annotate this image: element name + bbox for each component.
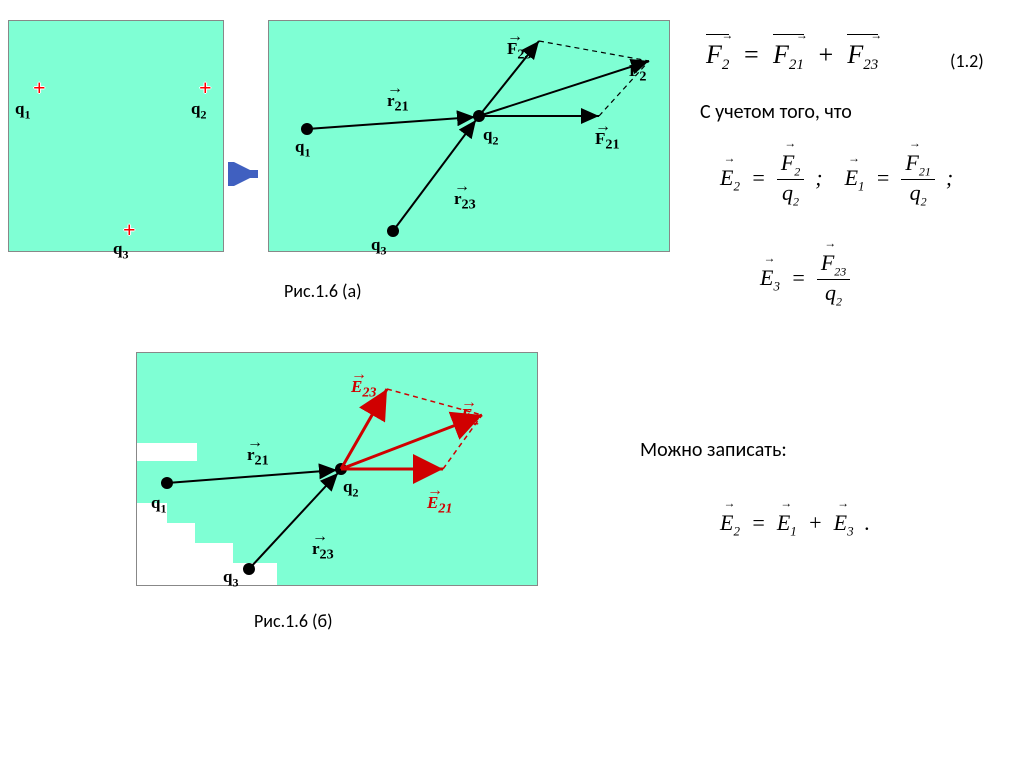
text-1: С учетом того, что [700, 100, 852, 124]
panel-a1: + q1 + q2 + q3 [8, 20, 224, 252]
plus-icon: + [33, 77, 46, 99]
label-q3: q3 [371, 235, 386, 258]
vec-F23: →F23 [507, 39, 532, 63]
equation-E3: →E3 = →F23 q2 [760, 250, 850, 310]
label-q3-b: q3 [223, 567, 238, 590]
arrow-icon [228, 162, 264, 186]
vec-F21: →F21 [595, 129, 620, 153]
caption-b: Рис.1.6 (б) [254, 610, 333, 632]
panel-a2: q1 q2 q3 →r21 →r23 →F23 →F21 →F2 [268, 20, 670, 252]
vec-r23-b: →r23 [312, 539, 334, 563]
label-q1: q1 [295, 137, 310, 160]
vec-E2: →E2 [461, 405, 479, 429]
vec-r21: →r21 [387, 91, 409, 115]
vec-F2: →F2 [629, 61, 646, 85]
label-q1-b: q1 [151, 493, 166, 516]
eq-number: (1.2) [950, 50, 984, 72]
label-q2-b: q2 [343, 477, 358, 500]
charge-label-q2: q2 [191, 99, 206, 122]
equation-Esum: →E2 = →E1 + →E3 . [720, 510, 870, 539]
diagram-b-svg [137, 353, 537, 585]
equation-E2-E1: →E2 = →F2 q2 ; →E1 = →F21 q2 ; [720, 150, 953, 210]
caption-a: Рис.1.6 (а) [284, 280, 362, 302]
plus-icon: + [199, 77, 212, 99]
label-q2: q2 [483, 125, 498, 148]
charge-label-q3: q3 [113, 239, 128, 262]
vec-E21: →E21 [427, 493, 453, 517]
charge-label-q1: q1 [15, 99, 30, 122]
vec-r21-b: →r21 [247, 445, 269, 469]
panel-b: q1 q2 q3 →r21 →r23 →E23 →E21 →E2 [136, 352, 538, 586]
equation-F2: →F2 = →F21 + →F23 [706, 40, 878, 74]
vec-E23: →E23 [351, 377, 377, 401]
plus-icon: + [123, 219, 136, 241]
vec-r23: →r23 [454, 189, 476, 213]
text-2: Можно записать: [640, 438, 787, 462]
